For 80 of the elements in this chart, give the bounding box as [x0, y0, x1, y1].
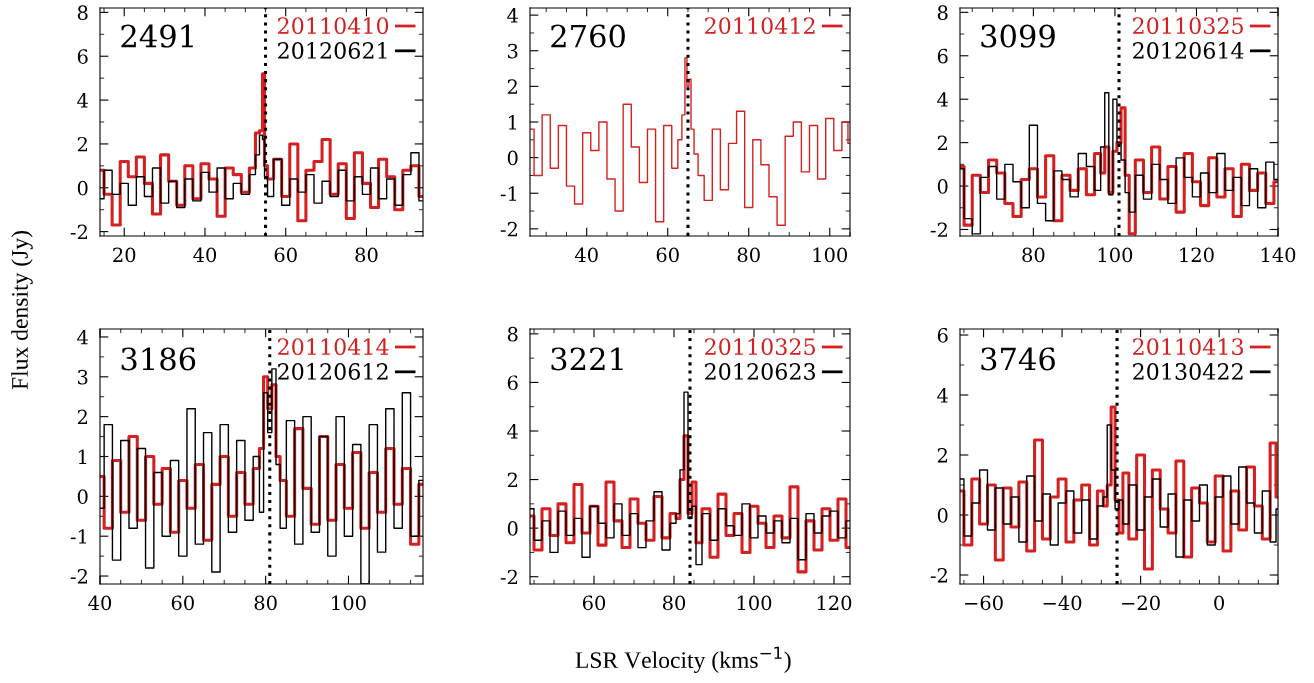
y-tick-label: 2: [937, 135, 947, 151]
y-tick-label: 0: [77, 180, 88, 196]
y-tick-label: -2: [70, 224, 87, 239]
y-tick-label: 4: [507, 423, 518, 439]
x-tick-label: 120: [817, 595, 852, 611]
x-tick-label: 20: [113, 247, 136, 263]
y-tick-label: 4: [77, 329, 88, 345]
legend-label: 20120612: [278, 363, 388, 380]
x-tick-label: 100: [813, 247, 848, 263]
x-tick-label: 60: [274, 247, 297, 263]
x-tick-label: 60: [582, 595, 606, 611]
annotation: 3186: [121, 347, 196, 371]
y-tick-label: 2: [937, 447, 947, 463]
x-tick-label: 40: [193, 247, 217, 263]
x-tick-label: 60: [171, 595, 194, 611]
y-tick-label: -2: [70, 568, 87, 584]
x-tick-label: 80: [737, 247, 760, 263]
y-tick-label: 1: [508, 114, 517, 130]
x-tick-label: 100: [737, 595, 772, 611]
x-tick-label: 120: [1180, 247, 1214, 263]
y-tick-label: 6: [937, 48, 948, 64]
annotation: 3221: [551, 347, 623, 371]
y-tick-label: 0: [507, 521, 518, 536]
y-tick-label: 0: [937, 179, 948, 194]
x-tick-label: 40: [574, 247, 598, 263]
annotation: 2491: [121, 24, 193, 48]
x-tick-label: −20: [1122, 595, 1160, 611]
y-tick-label: -2: [930, 222, 947, 237]
y-tick-label: 2: [77, 409, 87, 425]
x-tick-label: 80: [254, 595, 277, 611]
y-tick-label: -1: [70, 529, 87, 544]
annotation: 3746: [981, 347, 1055, 371]
legend-label: 20110325: [1133, 17, 1243, 35]
y-tick-label: 0: [937, 507, 948, 523]
y-tick-label: 4: [507, 8, 518, 23]
y-tick-label: 3: [78, 369, 88, 385]
x-axis-title: LSR Velocity (kms$^{−1}$): [575, 646, 791, 673]
x-tick-label: 80: [662, 595, 686, 611]
y-tick-label: 8: [77, 5, 88, 21]
legend-label: 20120623: [705, 363, 816, 380]
y-tick-label: 8: [507, 326, 518, 342]
x-tick-label: 100: [1098, 247, 1133, 263]
legend-label: 20120621: [278, 42, 387, 59]
y-tick-label: 0: [77, 489, 88, 505]
annotation: 3099: [981, 24, 1055, 48]
y-tick-label: 0: [507, 150, 518, 166]
x-tick-label: 60: [656, 247, 679, 263]
x-tick-label: 80: [355, 247, 378, 263]
y-tick-label: 4: [77, 93, 88, 108]
legend-label: 20120614: [1133, 42, 1244, 59]
legend-label: 20110325: [705, 338, 815, 356]
y-tick-label: 3: [508, 43, 518, 59]
series-label: 20110412: [705, 17, 815, 35]
y-axis-title: Flux density (Jy): [11, 231, 33, 390]
legend-label: 20110413: [1133, 338, 1244, 356]
legend-label: 20110414: [278, 338, 389, 356]
x-tick-label: −40: [1043, 595, 1082, 611]
y-tick-label: 8: [937, 5, 948, 21]
x-tick-label: 40: [88, 595, 112, 611]
y-tick-label: 2: [507, 472, 517, 487]
y-tick-label: 2: [77, 136, 87, 152]
y-tick-label: -2: [500, 569, 517, 585]
y-tick-label: 4: [937, 92, 948, 107]
y-tick-label: -2: [930, 567, 947, 583]
y-tick-label: 2: [507, 79, 517, 94]
x-tick-label: 100: [332, 595, 366, 611]
y-tick-label: 6: [507, 375, 518, 391]
y-tick-label: 4: [937, 387, 948, 403]
y-tick-label: 6: [937, 327, 948, 343]
x-tick-label: 80: [1022, 247, 1045, 263]
legend-label: 20130422: [1133, 363, 1243, 380]
x-tick-label: −60: [965, 595, 1003, 611]
y-tick-label: -1: [500, 186, 517, 201]
y-tick-label: 6: [77, 49, 88, 64]
x-tick-label: 140: [1261, 247, 1296, 263]
y-tick-label: -2: [500, 221, 517, 237]
x-tick-label: 0: [1214, 595, 1225, 611]
annotation: 2760: [551, 24, 625, 48]
y-tick-label: 1: [78, 449, 87, 464]
legend-label: 20110410: [278, 17, 389, 35]
